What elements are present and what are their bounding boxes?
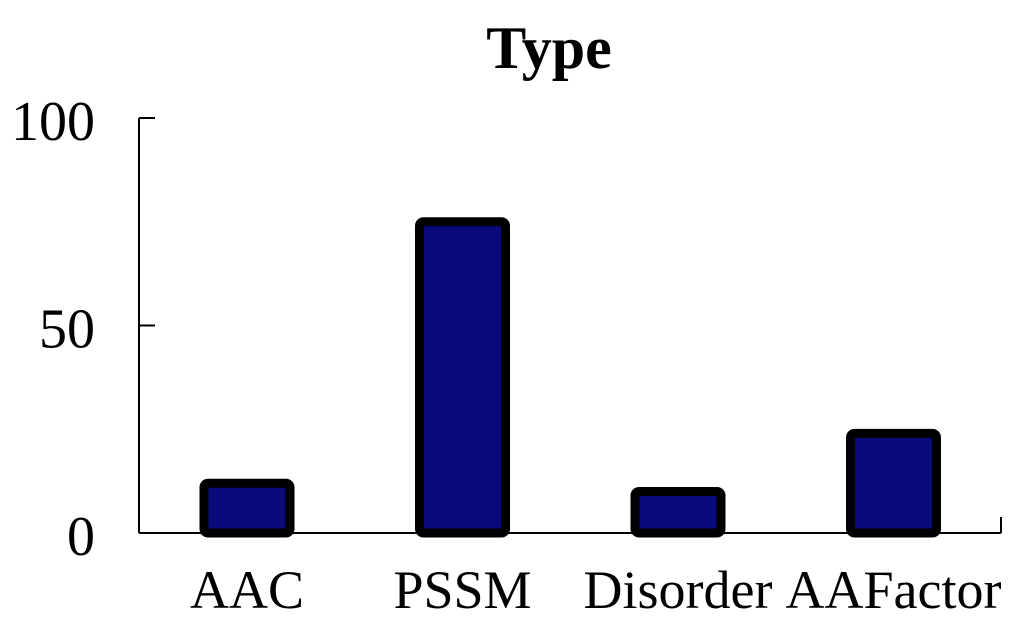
bar-pssm — [415, 217, 510, 538]
x-axis-labels: AAC PSSM Disorder AAFactor — [190, 560, 1001, 620]
bar-aac — [199, 478, 295, 538]
y-tick-label: 50 — [39, 299, 95, 361]
chart-title: Type — [486, 15, 612, 81]
y-axis-ticks: 0 50 100 — [11, 91, 155, 568]
x-tick-label-aac: AAC — [190, 560, 304, 620]
bar-disorder — [630, 487, 726, 538]
y-tick-label: 100 — [11, 91, 95, 153]
y-tick-label: 0 — [67, 506, 95, 568]
x-tick-label-disorder: Disorder — [584, 560, 773, 620]
bar-series — [199, 217, 941, 538]
x-tick-label-pssm: PSSM — [393, 560, 531, 620]
x-tick-label-aafactor: AAFactor — [786, 560, 1002, 620]
bar-aafactor — [846, 428, 941, 538]
